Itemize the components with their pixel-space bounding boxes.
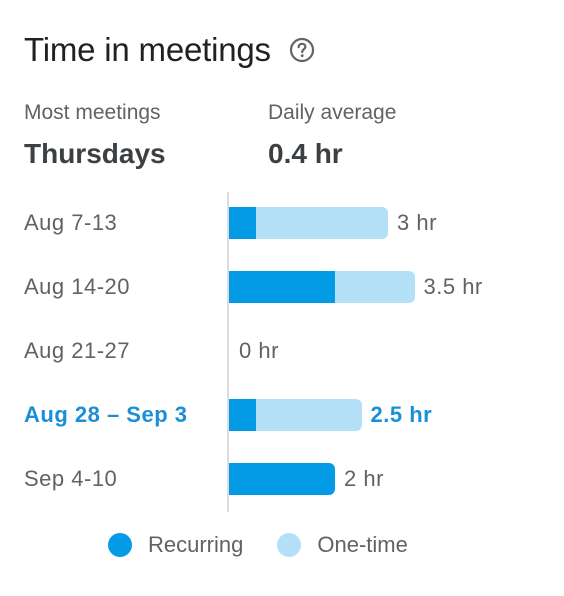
bar-segment-recurring (229, 271, 335, 303)
category-label: Aug 7-13 (24, 210, 118, 235)
category-label: Aug 14-20 (24, 274, 131, 299)
bar-segment-recurring (229, 463, 335, 495)
chart-row: Aug 21-27 0 hr (0, 334, 564, 368)
chart-row: Aug 28 – Sep 3 2.5 hr (0, 398, 564, 432)
category-label: Aug 21-27 (24, 338, 131, 363)
daily-average-value: 0.4 hr (268, 138, 343, 169)
most-meetings-value: Thursdays (24, 138, 166, 169)
chart-row: Sep 4-10 2 hr (0, 462, 564, 496)
bar-segment-recurring (229, 207, 256, 239)
chart-axis-line (227, 192, 229, 512)
meetings-bar-chart: Aug 7-13 3 hr Aug 14-20 3.5 hr Aug 21-27 0 hr… (0, 192, 564, 514)
legend-label-one-time: One-time (317, 532, 408, 557)
category-label: Sep 4-10 (24, 466, 118, 491)
chart-row: Aug 14-20 3.5 hr (0, 270, 564, 304)
value-label: 2.5 hr (370, 402, 433, 427)
chart-row: Aug 7-13 3 hr (0, 206, 564, 240)
most-meetings-label: Most meetings (24, 101, 161, 124)
card-title: Time in meetings (24, 31, 271, 68)
value-label: 3 hr (397, 210, 437, 235)
bar-segment-one-time (335, 271, 415, 303)
stacked-bar[interactable] (229, 207, 388, 239)
bar-segment-recurring (229, 399, 256, 431)
legend-label-recurring: Recurring (148, 532, 244, 557)
value-label: 0 hr (239, 338, 279, 363)
most-meetings-stat: Most meetings Thursdays (24, 100, 166, 170)
stacked-bar[interactable] (229, 271, 415, 303)
legend-swatch-recurring (108, 533, 132, 557)
bar-segment-one-time (255, 207, 388, 239)
stacked-bar[interactable] (229, 399, 362, 431)
chart-legend: Recurring One-time (108, 530, 408, 560)
daily-average-label: Daily average (268, 101, 397, 124)
stacked-bar[interactable] (229, 463, 335, 495)
legend-item-recurring: Recurring (108, 532, 243, 558)
category-label: Aug 28 – Sep 3 (24, 402, 188, 427)
help-circle-icon[interactable] (289, 37, 315, 63)
legend-item-one-time: One-time (277, 532, 408, 558)
value-label: 2 hr (344, 466, 384, 491)
title-row: Time in meetings (24, 28, 315, 72)
bar-segment-one-time (255, 399, 362, 431)
value-label: 3.5 hr (423, 274, 483, 299)
daily-average-stat: Daily average 0.4 hr (268, 100, 396, 170)
legend-swatch-one-time (277, 533, 302, 557)
